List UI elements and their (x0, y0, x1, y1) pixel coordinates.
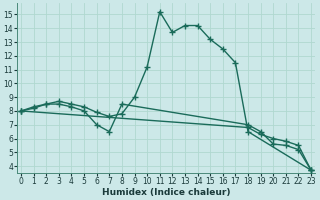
X-axis label: Humidex (Indice chaleur): Humidex (Indice chaleur) (102, 188, 230, 197)
